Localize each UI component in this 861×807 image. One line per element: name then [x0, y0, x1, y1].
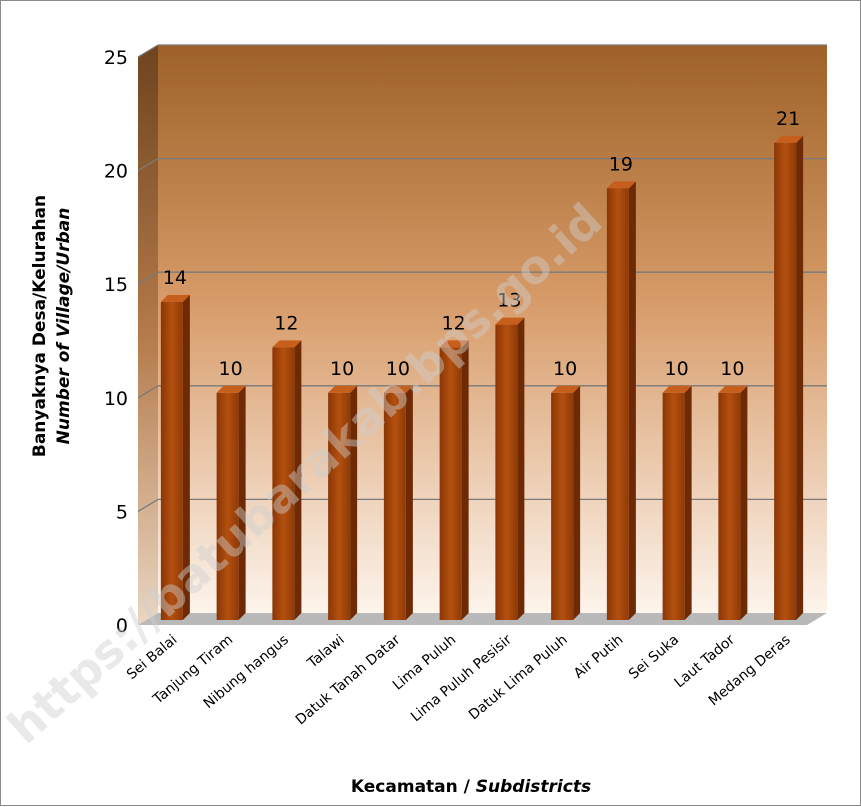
x-axis-title-en: Subdistricts: [476, 777, 591, 797]
back-wall: [158, 45, 827, 613]
x-tick-label: Air Putih: [571, 632, 626, 682]
bar-side: [628, 181, 636, 620]
bar-front: [774, 142, 797, 620]
bar-side: [796, 135, 804, 620]
data-label: 13: [497, 290, 521, 312]
bar-top: [551, 385, 581, 393]
bar-top: [774, 135, 804, 143]
bar: [328, 385, 358, 620]
data-label: 14: [163, 267, 187, 289]
x-tick-label: Lima Puluh Pesisir: [408, 632, 515, 726]
data-label: 19: [609, 153, 633, 175]
bar-front: [216, 392, 239, 620]
x-axis-title: Kecamatan / Subdistricts: [351, 777, 591, 797]
bar: [606, 181, 636, 620]
gridline-side: [137, 498, 159, 512]
bar: [439, 340, 469, 620]
x-tick-label: Sei Suka: [626, 632, 682, 683]
bar: [383, 385, 413, 620]
data-label: 10: [219, 358, 243, 380]
x-tick-label: Datuk Tanah Datar: [293, 632, 404, 729]
bar-front: [718, 392, 741, 620]
bar-side: [294, 340, 302, 620]
bar-front: [551, 392, 574, 620]
bar-front: [495, 324, 518, 620]
bar-top: [662, 385, 692, 393]
bar-side: [461, 340, 469, 620]
data-label: 21: [776, 108, 800, 130]
data-label: 10: [720, 358, 744, 380]
bar-side: [740, 385, 748, 620]
y-axis-title-en: Number of Village/Urban: [54, 208, 74, 445]
bar: [216, 385, 246, 620]
y-tick-label: 10: [104, 388, 128, 410]
gridline-side: [137, 158, 159, 172]
bar-front: [439, 347, 462, 620]
x-tick-label: Talawi: [304, 632, 348, 672]
bar-side: [573, 385, 581, 620]
data-labels: 14 10 12 10 10 12 13 10 19 10 10 21: [163, 108, 800, 380]
gridlines: [137, 44, 827, 512]
bar: [774, 135, 804, 620]
bar-side: [238, 385, 246, 620]
gridline-side: [137, 271, 159, 285]
data-label: 10: [386, 358, 410, 380]
bar-side: [405, 385, 413, 620]
bar-side: [182, 294, 190, 620]
bar-top: [272, 340, 302, 348]
y-tick-label: 15: [104, 274, 128, 296]
bar-front: [160, 301, 183, 620]
bar: [662, 385, 692, 620]
bar-front: [606, 188, 629, 620]
plot-area: 0 5 10 15 20 25 14 10 12 10 10 12 13 10 19 10 10 21 Sei …: [104, 44, 827, 729]
bar: [160, 294, 190, 620]
bar: [551, 385, 581, 620]
data-label: 12: [274, 312, 298, 334]
data-label: 10: [553, 358, 577, 380]
bar-top: [216, 385, 246, 393]
y-axis-title-id: Banyaknya Desa/Kelurahan: [30, 195, 50, 457]
x-axis-title-id: Kecamatan /: [351, 777, 476, 797]
bar-top: [160, 294, 190, 302]
bar-front: [272, 347, 295, 620]
y-axis-ticks: 0 5 10 15 20 25: [104, 47, 128, 637]
bar-front: [662, 392, 685, 620]
data-label: 10: [330, 358, 354, 380]
data-label: 12: [442, 312, 466, 334]
data-label: 10: [665, 358, 689, 380]
bar-top: [495, 317, 525, 325]
bar-side: [350, 385, 358, 620]
bar-top: [606, 181, 636, 189]
bar-front: [383, 392, 406, 620]
bar-top: [718, 385, 748, 393]
y-tick-label: 20: [104, 161, 128, 183]
gridline-side: [137, 385, 159, 399]
bars: [160, 135, 804, 620]
x-tick-label: Datuk Lima Puluh: [466, 632, 571, 724]
bar-top: [383, 385, 413, 393]
gridline-side: [137, 44, 159, 58]
y-tick-label: 5: [116, 501, 128, 523]
bar-top: [439, 340, 469, 348]
bar-top: [328, 385, 358, 393]
bar-side: [517, 317, 525, 620]
chart-floor: [138, 613, 827, 625]
bar: [495, 317, 525, 620]
y-tick-label: 0: [116, 615, 128, 637]
y-tick-label: 25: [104, 47, 128, 69]
y-axis-title: Banyaknya Desa/Kelurahan Number of Villa…: [30, 195, 74, 457]
bar: [718, 385, 748, 620]
bar: [272, 340, 302, 620]
bar-front: [328, 392, 351, 620]
side-wall: [138, 45, 158, 625]
bar-side: [684, 385, 692, 620]
